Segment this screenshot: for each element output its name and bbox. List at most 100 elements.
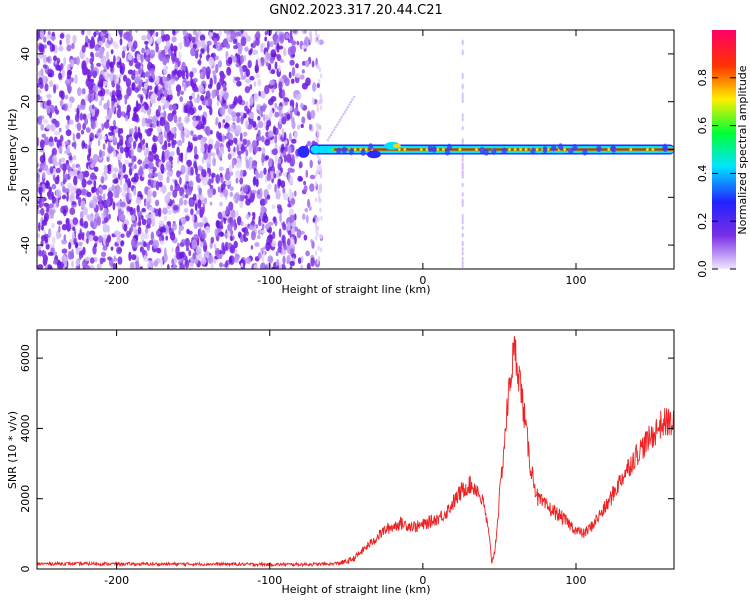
noise-speckle bbox=[167, 142, 171, 148]
noise-speckle bbox=[302, 213, 306, 220]
noise-speckle bbox=[38, 250, 43, 257]
noise-speckle bbox=[81, 178, 87, 188]
noise-speckle bbox=[140, 96, 143, 104]
noise-speckle bbox=[138, 216, 142, 226]
noise-speckle bbox=[226, 30, 230, 35]
vertical-streak bbox=[461, 247, 464, 252]
noise-speckle bbox=[38, 203, 43, 209]
noise-speckle bbox=[303, 30, 307, 34]
noise-speckle bbox=[58, 45, 64, 52]
noise-speckle bbox=[203, 152, 208, 161]
noise-speckle bbox=[148, 206, 155, 212]
noise-speckle bbox=[288, 132, 292, 142]
noise-speckle bbox=[98, 197, 102, 203]
noise-speckle bbox=[111, 164, 114, 174]
noise-speckle bbox=[152, 123, 157, 129]
noise-speckle bbox=[183, 83, 187, 92]
noise-speckle bbox=[140, 215, 144, 221]
noise-speckle bbox=[113, 125, 117, 130]
noise-speckle bbox=[118, 167, 123, 176]
noise-speckle bbox=[100, 31, 104, 37]
noise-speckle bbox=[240, 30, 244, 35]
noise-speckle bbox=[267, 183, 272, 190]
noise-speckle bbox=[37, 209, 42, 214]
noise-speckle bbox=[133, 40, 138, 50]
noise-speckle bbox=[225, 260, 228, 268]
noise-speckle bbox=[72, 155, 77, 161]
noise-speckle bbox=[89, 137, 93, 142]
snr-y-label: SNR (10 * v/v) bbox=[6, 411, 19, 489]
noise-speckle bbox=[234, 254, 239, 264]
noise-speckle bbox=[165, 124, 170, 133]
noise-speckle bbox=[144, 40, 149, 45]
noise-speckle bbox=[282, 187, 286, 194]
faint-streak bbox=[340, 115, 344, 119]
noise-speckle bbox=[267, 255, 274, 264]
carrier-bump bbox=[483, 148, 489, 156]
noise-speckle bbox=[119, 32, 123, 38]
noise-speckle bbox=[63, 256, 69, 262]
noise-speckle bbox=[77, 166, 82, 172]
noise-speckle bbox=[86, 191, 92, 198]
noise-speckle bbox=[289, 109, 293, 120]
noise-speckle bbox=[51, 196, 57, 204]
noise-speckle bbox=[200, 94, 205, 102]
noise-speckle bbox=[269, 139, 275, 144]
noise-speckle bbox=[314, 37, 318, 43]
noise-speckle bbox=[164, 48, 168, 56]
noise-speckle bbox=[160, 258, 164, 268]
noise-speckle bbox=[97, 139, 101, 147]
noise-speckle bbox=[84, 43, 89, 48]
noise-speckle bbox=[150, 211, 156, 222]
noise-speckle bbox=[83, 66, 89, 76]
noise-speckle bbox=[93, 31, 97, 38]
noise-speckle bbox=[122, 74, 128, 82]
noise-speckle bbox=[227, 127, 231, 134]
noise-speckle bbox=[245, 68, 250, 78]
noise-speckle bbox=[317, 39, 320, 45]
noise-speckle bbox=[194, 153, 199, 160]
noise-speckle bbox=[88, 234, 94, 242]
noise-speckle bbox=[244, 194, 248, 200]
noise-speckle bbox=[131, 116, 136, 122]
noise-speckle bbox=[245, 257, 251, 264]
faint-streak bbox=[331, 131, 334, 134]
noise-speckle bbox=[45, 180, 49, 188]
noise-speckle bbox=[69, 101, 73, 109]
noise-speckle bbox=[145, 224, 151, 229]
noise-speckle bbox=[103, 121, 110, 129]
noise-speckle bbox=[40, 235, 47, 241]
noise-speckle bbox=[250, 230, 256, 241]
noise-speckle bbox=[290, 198, 296, 205]
noise-speckle bbox=[44, 83, 49, 92]
faint-streak bbox=[338, 118, 342, 121]
noise-speckle bbox=[50, 123, 56, 132]
noise-speckle bbox=[84, 143, 88, 149]
noise-speckle bbox=[212, 157, 217, 167]
noise-speckle bbox=[193, 145, 198, 156]
x-tick-label: 0 bbox=[419, 274, 426, 287]
noise-speckle bbox=[41, 196, 45, 206]
noise-speckle bbox=[209, 185, 214, 189]
noise-speckle bbox=[182, 30, 187, 37]
noise-speckle bbox=[172, 45, 178, 52]
noise-speckle bbox=[218, 30, 222, 37]
noise-speckle bbox=[67, 84, 72, 94]
noise-speckle bbox=[263, 167, 267, 175]
noise-speckle bbox=[59, 99, 64, 108]
carrier-highlight bbox=[353, 148, 357, 151]
noise-speckle bbox=[63, 169, 66, 174]
noise-speckle bbox=[198, 84, 204, 92]
noise-speckle bbox=[141, 144, 146, 151]
noise-speckle bbox=[41, 224, 44, 231]
colorbar-tick-label: 0.6 bbox=[696, 117, 709, 135]
noise-speckle bbox=[319, 168, 323, 173]
noise-speckle bbox=[111, 136, 118, 143]
carrier-highlight bbox=[629, 148, 633, 151]
carrier-highlight bbox=[563, 148, 567, 151]
y-tick-label: 4000 bbox=[19, 414, 32, 442]
noise-speckle bbox=[277, 206, 283, 214]
noise-speckle bbox=[119, 127, 124, 134]
noise-speckle bbox=[319, 105, 323, 111]
noise-speckle bbox=[317, 216, 320, 222]
